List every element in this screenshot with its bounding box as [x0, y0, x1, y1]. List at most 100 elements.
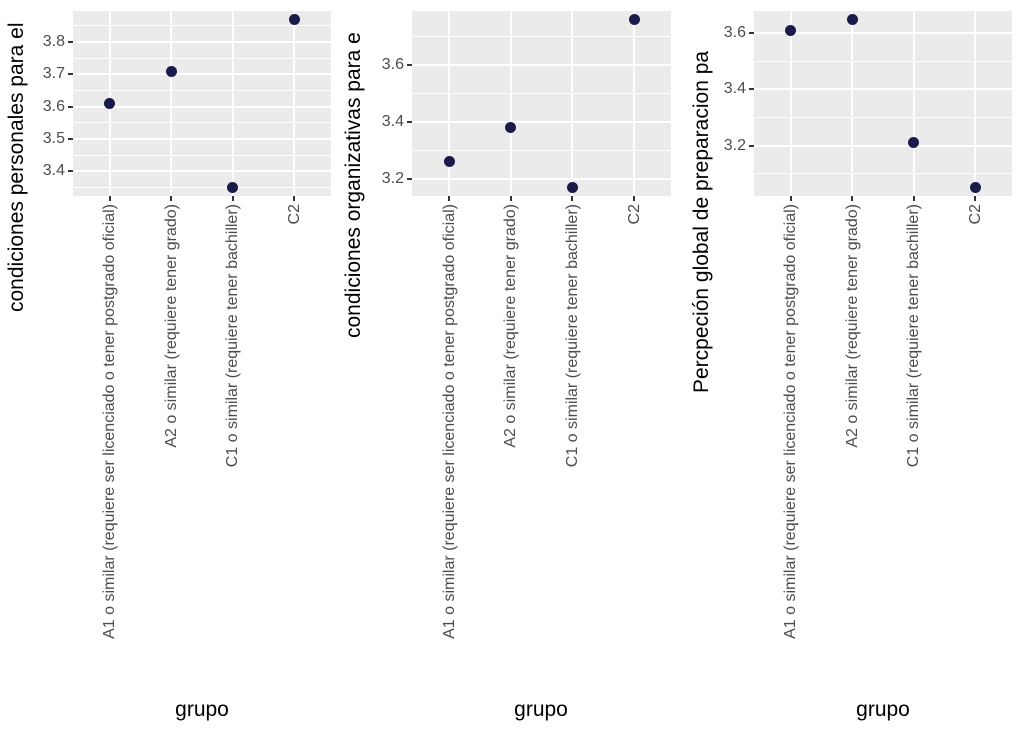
x-tick-label: A2 o similar (requiere tener grado): [502, 204, 520, 448]
gridline-minor: [73, 154, 331, 156]
gridline-vertical: [571, 11, 574, 196]
y-tick-label: 3.5: [42, 130, 65, 148]
gridline-minor: [73, 187, 331, 189]
y-tick-mark: [68, 170, 73, 173]
x-tick-label: C1 o similar (requiere tener bachiller): [224, 204, 242, 468]
y-axis-title: Percpeción global de preparacion pa: [690, 50, 713, 393]
x-tick-mark: [912, 196, 915, 201]
gridline-major: [73, 138, 331, 141]
gridline-vertical: [912, 11, 915, 196]
data-point: [969, 182, 981, 194]
gridline-minor: [412, 149, 671, 151]
x-tick-mark: [231, 196, 234, 201]
gridline-vertical: [448, 11, 450, 196]
gridline-major: [412, 121, 671, 123]
y-tick-mark: [68, 41, 73, 44]
y-tick-mark: [68, 73, 73, 76]
y-tick-label: 3.7: [42, 65, 65, 83]
y-axis-title: condiciones organizativas para e: [342, 32, 365, 338]
y-tick-label: 3.6: [42, 97, 65, 115]
gridline-major: [412, 64, 671, 67]
y-tick-label: 3.2: [723, 136, 746, 154]
x-axis-title: grupo: [175, 698, 229, 721]
gridline-vertical: [789, 11, 792, 196]
gridline-vertical: [170, 11, 173, 196]
gridline-vertical: [974, 11, 977, 196]
gridline-major: [754, 88, 1012, 91]
x-tick-label: C2: [625, 204, 643, 225]
x-tick-mark: [293, 196, 296, 201]
data-point: [505, 122, 517, 134]
gridline-vertical: [509, 11, 512, 196]
y-tick-mark: [749, 144, 754, 147]
gridline-major: [73, 41, 331, 44]
x-tick-label: C2: [966, 204, 984, 225]
y-tick-mark: [407, 177, 412, 180]
x-tick-mark: [571, 196, 574, 201]
x-tick-mark: [108, 196, 111, 201]
data-point: [443, 156, 455, 168]
y-tick-label: 3.8: [42, 33, 65, 51]
gridline-minor: [754, 60, 1012, 62]
data-point: [846, 13, 858, 25]
x-tick-label: A1 o similar (requiere ser licenciado o …: [782, 204, 800, 639]
gridline-minor: [73, 90, 331, 92]
y-tick-label: 3.4: [42, 162, 65, 180]
y-tick-label: 3.2: [381, 169, 404, 187]
data-point: [288, 13, 300, 25]
y-tick-mark: [749, 88, 754, 91]
data-point: [566, 181, 578, 193]
y-tick-label: 3.4: [381, 113, 404, 130]
y-tick-mark: [749, 32, 754, 35]
data-point: [628, 14, 640, 26]
x-tick-label: C2: [285, 204, 303, 225]
y-tick-mark: [407, 64, 412, 67]
y-tick-label: 3.6: [723, 24, 746, 42]
gridline-minor: [73, 57, 331, 59]
x-tick-label: A1 o similar (requiere ser licenciado o …: [440, 204, 458, 639]
gridline-minor: [73, 122, 331, 124]
gridline-major: [412, 177, 671, 180]
gridline-major: [73, 73, 331, 76]
plot-panel: [73, 11, 331, 196]
x-tick-mark: [789, 196, 792, 201]
x-tick-mark: [633, 196, 635, 201]
y-tick-label: 3.4: [723, 80, 746, 98]
x-tick-label: C1 o similar (requiere tener bachiller): [905, 204, 923, 468]
x-axis-title: grupo: [514, 698, 568, 721]
plot-panel: [412, 11, 671, 196]
x-tick-mark: [974, 196, 977, 201]
y-tick-label: 3.6: [381, 56, 404, 74]
gridline-vertical: [108, 11, 111, 196]
gridline-major: [73, 170, 331, 173]
data-point: [227, 182, 239, 194]
y-tick-mark: [407, 121, 412, 123]
gridline-major: [754, 32, 1012, 35]
gridline-minor: [754, 117, 1012, 118]
x-tick-label: C1 o similar (requiere tener bachiller): [563, 204, 581, 468]
data-point: [104, 98, 116, 109]
plot-panel: [754, 11, 1012, 196]
x-tick-mark: [448, 196, 450, 201]
x-axis-title: grupo: [856, 698, 910, 721]
y-axis-title: condiciones personales para el: [5, 22, 28, 312]
data-point: [165, 65, 177, 77]
gridline-minor: [73, 25, 331, 27]
gridline-vertical: [293, 11, 296, 196]
gridline-vertical: [231, 11, 234, 196]
gridline-minor: [412, 93, 671, 95]
x-tick-label: A2 o similar (requiere tener grado): [162, 204, 180, 448]
gridline-minor: [412, 36, 671, 38]
data-point: [908, 137, 920, 149]
x-tick-mark: [509, 196, 512, 201]
gridline-vertical: [633, 11, 635, 196]
y-tick-mark: [68, 138, 73, 141]
data-point: [785, 25, 797, 37]
gridline-major: [73, 105, 331, 108]
gridline-major: [754, 144, 1012, 147]
y-tick-mark: [68, 105, 73, 108]
